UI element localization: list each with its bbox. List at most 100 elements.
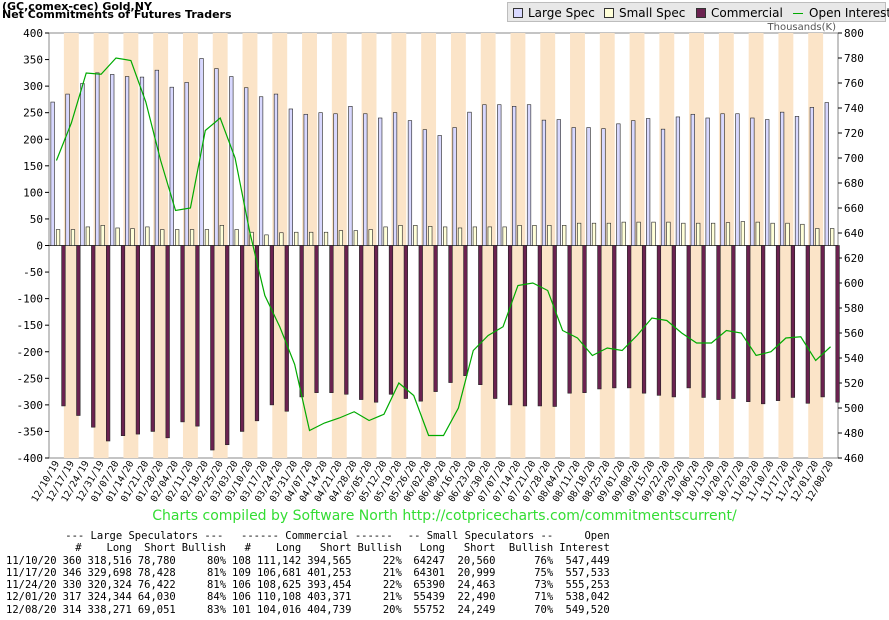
- bar-commercial: [210, 245, 215, 451]
- bar-large-spec: [809, 107, 814, 246]
- bar-commercial: [76, 245, 81, 416]
- cell-date: 11/10/20: [6, 554, 57, 567]
- bar-large-spec: [65, 93, 70, 246]
- bar-commercial: [150, 245, 155, 432]
- chart-title: (GC,comex-cec) Gold,NY: [2, 0, 152, 13]
- cell-c-long: 111,142: [256, 554, 302, 567]
- col-c-bull: Bullish: [357, 542, 402, 555]
- cell-ls-n: 317: [62, 591, 82, 604]
- cell-ss-bull: 71%: [534, 591, 554, 604]
- legend-item-commercial: Commercial: [696, 6, 783, 20]
- header-commercial: ------ Commercial ------: [241, 530, 393, 542]
- col-c-short: Short: [319, 542, 352, 555]
- bar-large-spec: [631, 120, 636, 246]
- y-right-tick-label: 680: [844, 177, 864, 190]
- bar-small-spec: [443, 226, 448, 246]
- cell-ss-bull: 70%: [534, 603, 554, 616]
- bar-large-spec: [437, 135, 442, 246]
- bar-small-spec: [606, 222, 611, 246]
- bar-small-spec: [725, 222, 731, 246]
- y-left-tick-label: 100: [23, 186, 43, 199]
- header-open: Open: [584, 530, 610, 542]
- bar-small-spec: [576, 222, 582, 246]
- bar-small-spec: [710, 222, 716, 246]
- col-ls-long: Long: [106, 542, 132, 555]
- y-left-tick-label: 350: [23, 54, 43, 67]
- bar-large-spec: [571, 127, 576, 246]
- bar-commercial: [790, 245, 796, 398]
- bar-small-spec: [666, 221, 671, 246]
- bar-commercial: [686, 245, 691, 389]
- bar-small-spec: [428, 226, 433, 246]
- cell-ls-short: 78,428: [137, 566, 176, 579]
- bar-small-spec: [323, 231, 329, 246]
- legend: Large Spec Small Spec Commercial Open In…: [507, 2, 889, 22]
- bar-large-spec: [303, 113, 308, 246]
- bar-small-spec: [547, 225, 552, 246]
- bar-commercial: [746, 245, 751, 402]
- cell-ls-bull: 80%: [207, 554, 227, 567]
- table-row: 11/10/20 360 318,516 78,780 80% 108 111,142 394…: [3, 555, 613, 567]
- bar-small-spec: [591, 222, 597, 246]
- cell-date: 11/24/20: [6, 579, 57, 592]
- y-right-tick-label: 760: [844, 77, 864, 90]
- bar-small-spec: [264, 234, 269, 246]
- bar-small-spec: [413, 225, 418, 246]
- cell-ss-long: 55439: [413, 591, 445, 604]
- y-right-tick-label: 700: [844, 152, 864, 165]
- y-left-tick-label: 150: [23, 160, 43, 173]
- bar-small-spec: [398, 225, 403, 246]
- header-large-spec: --- Large Speculators ---: [65, 530, 224, 542]
- bar-commercial: [373, 245, 379, 403]
- bar-small-spec: [100, 225, 105, 246]
- cell-ls-long: 318,516: [87, 554, 132, 567]
- bar-large-spec: [125, 76, 130, 246]
- bar-large-spec: [333, 113, 338, 246]
- bar-large-spec: [392, 112, 398, 246]
- bar-large-spec: [452, 127, 457, 246]
- bar-small-spec: [815, 228, 820, 246]
- bar-commercial: [61, 245, 66, 407]
- y-right-tick-label: 460: [844, 452, 864, 465]
- cell-date: 12/01/20: [6, 591, 57, 604]
- cell-c-long: 108,625: [256, 579, 302, 592]
- bar-commercial: [165, 245, 170, 439]
- y-left-tick-label: -150: [17, 319, 44, 332]
- y-right-unit-label: Thousands(K): [767, 22, 837, 33]
- bar-small-spec: [755, 221, 760, 246]
- bar-small-spec: [740, 221, 745, 246]
- bar-commercial: [388, 245, 394, 395]
- bar-small-spec: [800, 223, 805, 246]
- bar-commercial: [106, 245, 111, 442]
- cell-c-n: 109: [232, 566, 251, 579]
- col-ls-num: #: [75, 542, 82, 555]
- col-ss-short: Short: [463, 542, 496, 555]
- y-right-tick-label: 500: [844, 402, 864, 415]
- bar-small-spec: [219, 225, 224, 246]
- cell-c-n: 106: [232, 591, 251, 604]
- legend-label-open-interest: Open Interest: [809, 6, 889, 20]
- y-left-tick-label: -300: [17, 399, 44, 412]
- cell-c-bull: 20%: [382, 603, 402, 616]
- y-right-tick-label: 620: [844, 252, 864, 265]
- y-right-tick-label: 660: [844, 202, 864, 215]
- bar-large-spec: [526, 104, 532, 246]
- bar-small-spec: [130, 228, 135, 246]
- commercial-swatch-icon: [696, 8, 706, 18]
- bar-commercial: [627, 245, 632, 389]
- bar-large-spec: [601, 128, 606, 246]
- table-row: 12/01/20 317 324,344 64,030 84% 106 110,108 403…: [3, 591, 613, 603]
- bar-small-spec: [368, 229, 373, 246]
- bar-small-spec: [189, 229, 195, 246]
- bar-large-spec: [214, 68, 219, 246]
- bar-commercial: [120, 245, 126, 436]
- bar-commercial: [716, 245, 721, 400]
- cell-c-n: 108: [232, 554, 251, 567]
- bar-large-spec: [765, 119, 770, 246]
- cot-summary-table: --- Large Speculators --- ------ Commerc…: [3, 530, 613, 616]
- bar-large-spec: [154, 69, 159, 246]
- y-left-tick-label: 0: [36, 240, 43, 253]
- bar-commercial: [329, 245, 334, 393]
- bar-commercial: [775, 245, 781, 401]
- bar-small-spec: [502, 226, 507, 246]
